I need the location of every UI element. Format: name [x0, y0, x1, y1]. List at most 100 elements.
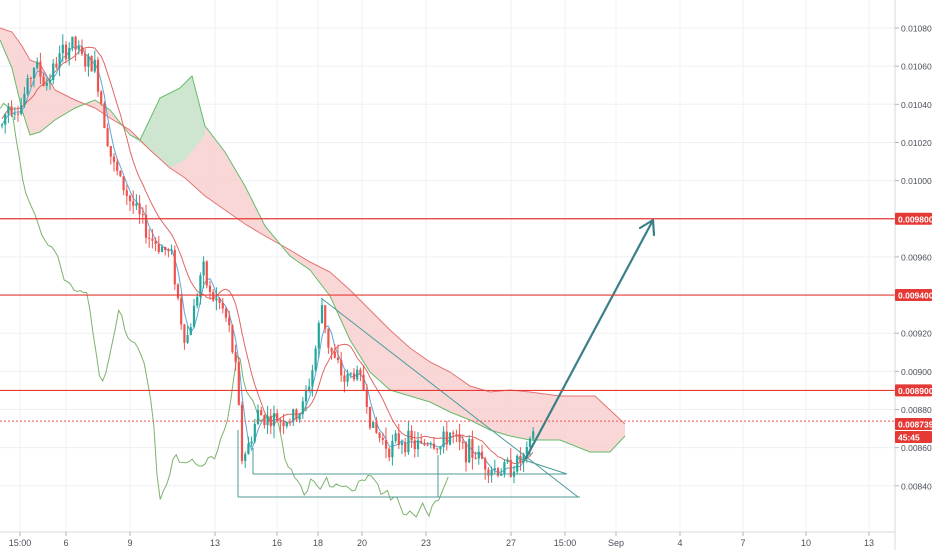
candle-body — [436, 448, 439, 450]
candle-body — [477, 451, 480, 459]
candle-body — [356, 369, 359, 380]
candle-body — [42, 76, 45, 86]
candle-body — [26, 77, 29, 94]
candle-body — [333, 351, 336, 358]
level-0.009800-label: 0.009800 — [898, 214, 932, 224]
candle-body — [247, 443, 250, 454]
time-tick-label: 15:00 — [9, 538, 32, 548]
candle-body — [215, 298, 218, 301]
candle-body — [208, 285, 212, 292]
candle-body — [109, 145, 112, 157]
candle-body — [522, 453, 525, 463]
candle-body — [141, 214, 144, 216]
candles — [0, 34, 535, 484]
level-0.008900-label: 0.008900 — [898, 386, 932, 396]
candle-body — [263, 415, 266, 426]
candle-body — [394, 433, 397, 441]
candle-body — [196, 296, 199, 306]
candle-body — [192, 305, 196, 328]
candle-body — [458, 434, 461, 443]
time-tick-label: 20 — [357, 538, 367, 548]
candle-body — [352, 373, 356, 380]
candle-body — [400, 442, 404, 445]
candle-body — [432, 443, 436, 449]
candle-body — [144, 214, 148, 238]
countdown-label: 45:45 — [898, 433, 920, 443]
candle-body — [189, 327, 192, 335]
candle-body — [77, 46, 80, 50]
candle-body — [148, 237, 151, 239]
candle-body — [58, 53, 61, 68]
candle-body — [343, 375, 346, 382]
candle-body — [103, 103, 106, 129]
candle-body — [16, 113, 20, 115]
candle-body — [500, 474, 503, 476]
level-0.008900-badge — [895, 384, 932, 397]
candle-body — [84, 53, 87, 67]
price-labels: 0.009800 0.009400 0.008900 0.008739 45:45 — [895, 212, 932, 443]
time-tick-label: 15:00 — [554, 538, 577, 548]
time-tick-label: 18 — [313, 538, 323, 548]
candle-body — [506, 459, 509, 463]
candle-body — [234, 352, 237, 362]
candle-body — [461, 442, 464, 444]
candle-body — [528, 438, 532, 448]
candle-body — [320, 305, 324, 324]
candle-body — [420, 440, 423, 443]
candle-body — [304, 390, 308, 402]
candle-body — [468, 439, 471, 463]
candle-body — [509, 459, 512, 477]
candle-body — [55, 63, 58, 68]
candle-body — [317, 323, 320, 349]
candle-body — [298, 414, 301, 420]
candle-body — [212, 291, 215, 301]
candle-body — [170, 249, 173, 252]
candle-body — [372, 422, 375, 428]
candle-body — [253, 423, 256, 442]
candle-body — [279, 421, 282, 423]
candle-body — [452, 432, 455, 435]
candle-body — [288, 422, 292, 424]
time-tick-label: Sep — [608, 538, 624, 548]
candle-body — [10, 106, 13, 115]
candle-body — [384, 439, 388, 449]
candle-body — [474, 457, 477, 459]
horizontal-levels[interactable] — [0, 218, 895, 422]
candle-body — [330, 347, 333, 352]
candle-body — [250, 441, 253, 444]
candle-body — [154, 240, 157, 244]
candle-body — [471, 439, 474, 458]
candle-body — [416, 440, 420, 450]
candle-body — [52, 63, 55, 81]
candle-body — [349, 373, 352, 375]
candle-body — [490, 469, 493, 476]
candle-body — [23, 93, 26, 106]
candle-body — [87, 55, 90, 67]
candle-body — [240, 404, 244, 461]
candle-body — [464, 442, 468, 463]
candle-body — [308, 386, 311, 391]
candle-body — [183, 324, 186, 343]
candle-body — [176, 284, 180, 299]
candle-body — [13, 113, 16, 115]
candle-body — [525, 447, 528, 454]
drawings — [237, 218, 656, 498]
candle-body — [266, 415, 269, 426]
candle-body — [157, 243, 160, 253]
candle-body — [260, 410, 263, 416]
time-tick-label: 27 — [506, 538, 516, 548]
candle-body — [442, 431, 445, 447]
candle-body — [61, 44, 64, 54]
candle-body — [276, 413, 279, 422]
candle-body — [218, 298, 221, 303]
candle-body — [359, 369, 362, 375]
time-axis[interactable]: 15:00 6 9 13 16 18 20 23 27 15:00 Sep 4 7 10 13 — [0, 531, 895, 548]
candle-body — [365, 389, 368, 407]
